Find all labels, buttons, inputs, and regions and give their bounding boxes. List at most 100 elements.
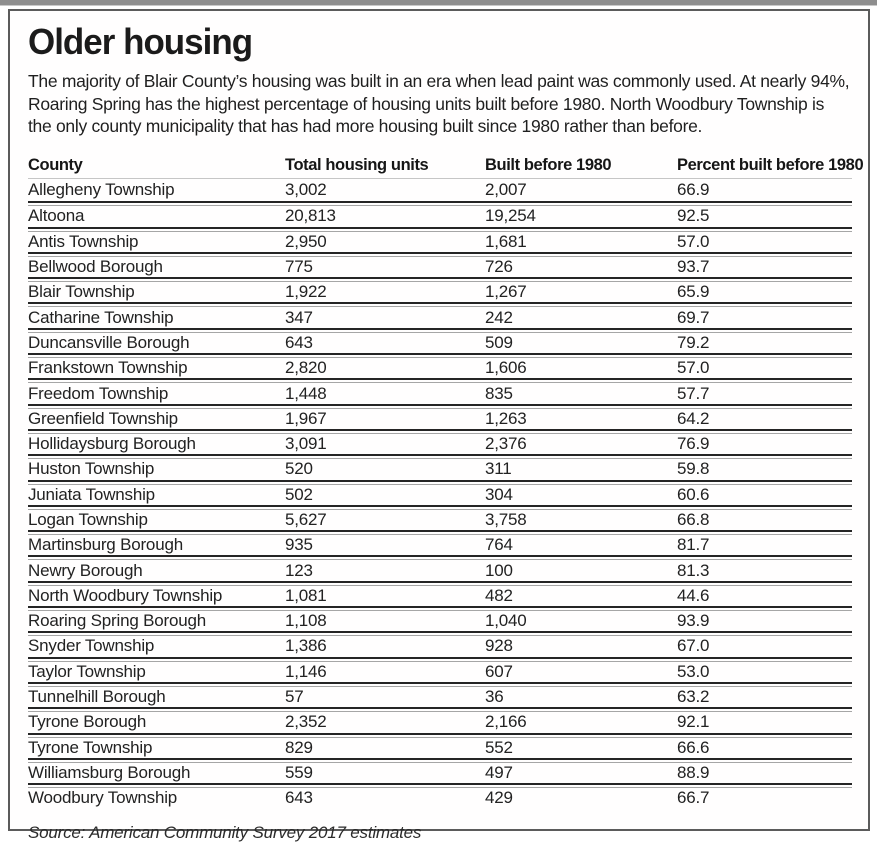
cell-percent-built: 57.0 [677,231,710,251]
cell-total-units: 123 [285,560,313,580]
cell-built-before-1980: 482 [485,585,513,605]
cell-percent-built: 65.9 [677,282,710,302]
cell-percent-built: 64.2 [677,408,710,428]
row-separator [28,277,852,283]
cell-built-before-1980: 1,267 [485,282,527,302]
cell-county: Martinsburg Borough [28,535,183,555]
table-row: Allegheny Township 3,002 2,007 66.9 [28,179,852,201]
cell-percent-built: 93.9 [677,611,710,631]
table-body: Allegheny Township 3,002 2,007 66.9 Altoona 2… [28,179,852,808]
cell-built-before-1980: 2,166 [485,712,527,732]
cell-total-units: 57 [285,687,304,707]
cell-county: Catharine Township [28,307,174,327]
cell-percent-built: 60.6 [677,484,710,504]
cell-total-units: 20,813 [285,206,336,226]
cell-built-before-1980: 509 [485,332,513,352]
cell-percent-built: 81.3 [677,560,710,580]
table-row: Taylor Township 1,146 607 53.0 [28,662,852,682]
table-header-row: County Total housing units Built before … [28,155,864,180]
cell-built-before-1980: 311 [485,459,512,479]
row-separator [28,631,852,637]
cell-total-units: 559 [285,762,313,782]
cell-county: Tyrone Borough [28,712,147,732]
cell-percent-built: 93.7 [677,257,710,277]
row-separator [28,479,852,485]
cell-percent-built: 69.7 [677,307,710,327]
cell-total-units: 3,002 [285,180,327,200]
cell-percent-built: 66.9 [677,180,710,200]
cell-total-units: 2,820 [285,358,327,378]
cell-built-before-1980: 835 [485,383,513,403]
cell-built-before-1980: 100 [485,560,513,580]
cell-county: Greenfield Township [28,408,178,428]
cell-percent-built: 92.1 [677,712,710,732]
column-header-built-before-1980: Built before 1980 [485,156,612,175]
cell-percent-built: 57.7 [677,383,710,403]
row-separator [28,353,852,359]
cell-built-before-1980: 552 [485,737,513,757]
column-header-percent-built: Percent built before 1980 [677,156,864,175]
cell-percent-built: 66.6 [677,737,710,757]
row-separator [28,707,852,713]
cell-total-units: 3,091 [285,434,327,454]
cell-total-units: 829 [285,737,313,757]
table-row: Altoona 20,813 19,254 92.5 [28,206,852,226]
row-separator [28,606,852,612]
cell-total-units: 2,352 [285,712,327,732]
source-note: Source: American Community Survey 2017 e… [28,823,422,843]
table-row: Woodbury Township 643 429 66.7 [28,788,852,808]
table-row: Antis Township 2,950 1,681 57.0 [28,232,852,252]
cell-county: Huston Township [28,459,155,479]
cell-county: Blair Township [28,282,135,302]
cell-built-before-1980: 1,040 [485,611,527,631]
table-row: Hollidaysburg Borough 3,091 2,376 76.9 [28,434,852,454]
cell-percent-built: 66.7 [677,788,710,808]
cell-county: Tunnelhill Borough [28,687,166,707]
cell-percent-built: 76.9 [677,434,710,454]
cell-county: Tyrone Township [28,737,153,757]
cell-percent-built: 53.0 [677,661,710,681]
intro-paragraph: The majority of Blair County’s housing w… [28,71,850,137]
housing-table: County Total housing units Built before … [28,155,864,808]
cell-built-before-1980: 429 [485,788,513,808]
row-separator [28,681,852,687]
cell-built-before-1980: 2,376 [485,434,527,454]
cell-total-units: 1,386 [285,636,327,656]
cell-total-units: 775 [285,257,313,277]
table-row: Snyder Township 1,386 928 67.0 [28,636,852,656]
cell-total-units: 1,146 [285,661,327,681]
table-row: Logan Township 5,627 3,758 66.8 [28,510,852,530]
cell-built-before-1980: 928 [485,636,513,656]
cell-percent-built: 66.8 [677,509,710,529]
column-header-total-units: Total housing units [285,156,429,175]
row-separator [28,226,852,232]
cell-built-before-1980: 242 [485,307,513,327]
cell-total-units: 1,967 [285,408,327,428]
cell-total-units: 2,950 [285,231,327,251]
row-separator [28,530,852,536]
row-separator [28,251,852,257]
cell-total-units: 1,448 [285,383,327,403]
cell-percent-built: 57.0 [677,358,710,378]
cell-total-units: 935 [285,535,313,555]
cell-total-units: 502 [285,484,313,504]
row-separator [28,428,852,434]
cell-county: Allegheny Township [28,180,175,200]
cell-percent-built: 81.7 [677,535,710,555]
table-row: Frankstown Township 2,820 1,606 57.0 [28,358,852,378]
cell-county: Newry Borough [28,560,143,580]
table-row: Tyrone Township 829 552 66.6 [28,738,852,758]
row-separator [28,580,852,586]
row-separator [28,327,852,333]
row-separator [28,555,852,561]
cell-built-before-1980: 1,681 [485,231,527,251]
cell-total-units: 643 [285,788,313,808]
table-row: Huston Township 520 311 59.8 [28,459,852,479]
row-separator [28,757,852,763]
row-separator [28,504,852,510]
cell-percent-built: 63.2 [677,687,710,707]
cell-percent-built: 79.2 [677,332,710,352]
cell-county: Frankstown Township [28,358,188,378]
cell-total-units: 1,922 [285,282,327,302]
cell-total-units: 643 [285,332,313,352]
